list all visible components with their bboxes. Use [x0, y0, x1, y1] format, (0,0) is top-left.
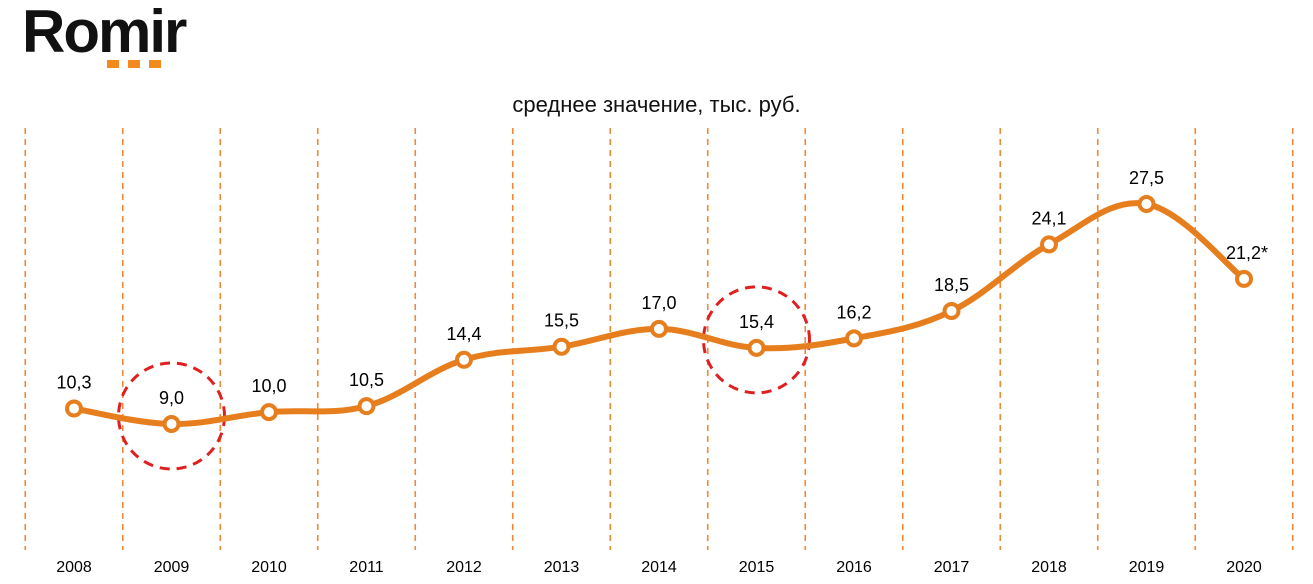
data-point-2008: [65, 399, 83, 418]
data-point-2013: [552, 337, 571, 356]
x-tick-2017: 2017: [934, 559, 970, 576]
data-point-2011: [357, 397, 376, 416]
x-tick-2012: 2012: [446, 559, 482, 576]
data-label-2018: 24,1: [1031, 208, 1066, 228]
x-tick-2018: 2018: [1031, 559, 1067, 576]
data-label-2020: 21,2*: [1226, 243, 1268, 263]
data-point-2017: [942, 302, 961, 321]
x-tick-2008: 2008: [56, 559, 92, 576]
logo-dots: [107, 60, 161, 68]
x-tick-2020: 2020: [1226, 559, 1262, 576]
x-tick-2016: 2016: [836, 559, 872, 576]
x-tick-2014: 2014: [641, 559, 677, 576]
point-markers: [65, 195, 1253, 433]
romir-logo: Romir: [22, 0, 187, 68]
chart-title: среднее значение, тыс. руб.: [512, 92, 801, 117]
highlight-circles: [117, 285, 811, 471]
series-line: [71, 200, 1247, 428]
x-axis-ticks: 2008 2009 2010 2011 2012 2013 2014 2015 2016 2017…: [56, 559, 1262, 576]
data-point-2019: [1137, 195, 1156, 213]
data-point-2015: [747, 338, 766, 357]
data-point-2012: [455, 350, 473, 369]
x-tick-2019: 2019: [1129, 559, 1165, 576]
data-point-2016: [845, 329, 863, 348]
data-label-2012: 14,4: [446, 324, 481, 344]
data-label-2010: 10,0: [251, 376, 286, 396]
x-tick-2009: 2009: [154, 559, 190, 576]
data-point-2018: [1040, 235, 1058, 254]
data-label-2019: 27,5: [1129, 168, 1164, 188]
data-labels: 10,3 9,0 10,0 10,5 14,4 15,5 17,0 15,4 16,2 18,5 2…: [56, 168, 1268, 408]
highlight-circle-2015: [702, 285, 811, 395]
data-point-2014: [650, 319, 668, 338]
x-tick-2015: 2015: [739, 559, 775, 576]
series-line-layer: [71, 200, 1247, 428]
data-point-2009: [162, 415, 181, 433]
data-point-2010: [260, 403, 278, 422]
data-label-2008: 10,3: [56, 373, 91, 393]
grid-lines: [24, 128, 1294, 550]
data-point-2020: [1235, 269, 1253, 288]
data-label-2015: 15,4: [739, 312, 774, 332]
data-label-2011: 10,5: [349, 370, 384, 390]
data-label-2013: 15,5: [544, 311, 579, 331]
logo-text: Romir: [22, 0, 187, 65]
x-tick-2013: 2013: [544, 559, 580, 576]
x-tick-2011: 2011: [349, 559, 384, 576]
data-label-2014: 17,0: [641, 293, 676, 313]
data-label-2016: 16,2: [836, 302, 871, 322]
x-tick-2010: 2010: [251, 559, 287, 576]
data-label-2009: 9,0: [159, 388, 184, 408]
data-label-2017: 18,5: [934, 275, 969, 295]
